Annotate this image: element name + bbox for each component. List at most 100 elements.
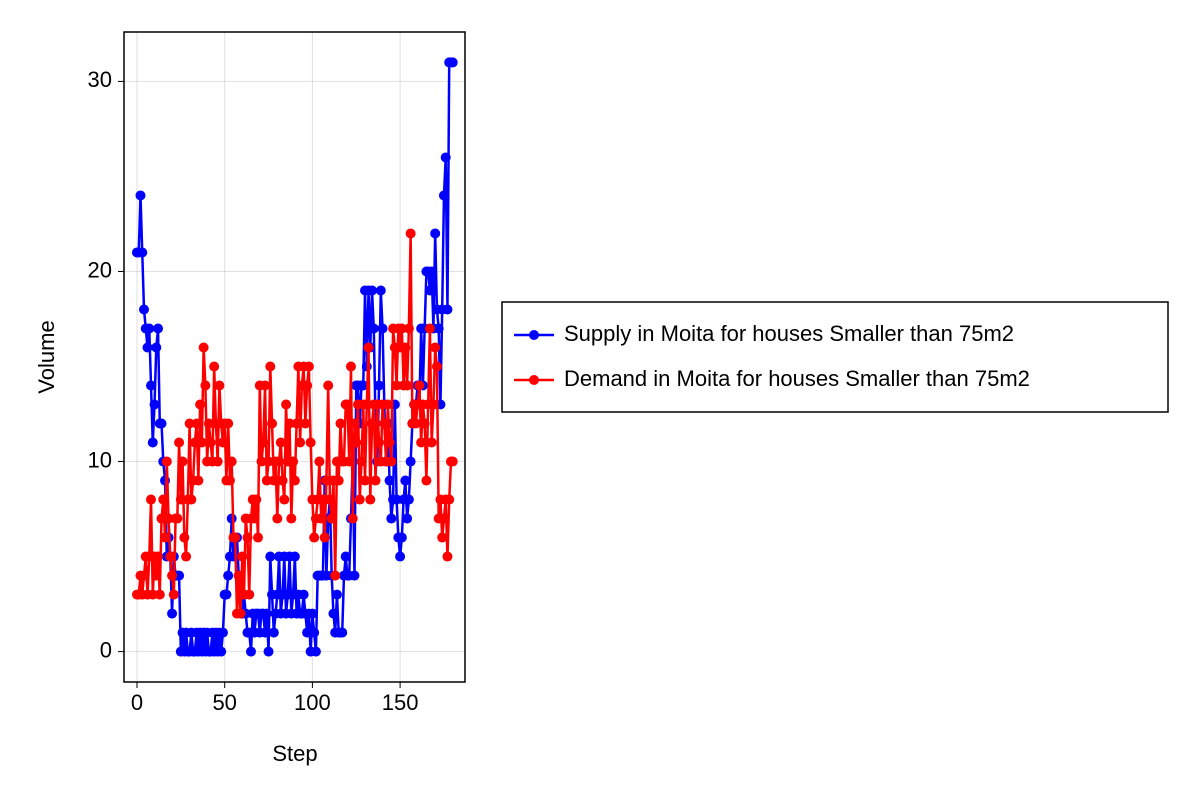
data-point (426, 437, 437, 448)
x-axis-label: Step (272, 741, 317, 766)
data-point (360, 475, 371, 486)
data-point (302, 380, 313, 391)
data-point (275, 437, 286, 448)
data-point (438, 190, 449, 201)
y-tick-label: 20 (88, 257, 112, 282)
data-point (258, 437, 269, 448)
data-point (396, 323, 407, 334)
data-point (330, 570, 341, 581)
data-point (309, 532, 320, 543)
data-point (154, 589, 165, 600)
data-point (403, 323, 414, 334)
data-point (437, 532, 448, 543)
data-point (217, 437, 228, 448)
data-point (147, 437, 158, 448)
data-point (324, 494, 335, 505)
data-point (361, 399, 372, 410)
data-point (426, 266, 437, 277)
data-point (349, 570, 360, 581)
data-point (244, 589, 255, 600)
data-point (363, 342, 374, 353)
data-point (221, 589, 232, 600)
data-point (286, 513, 297, 524)
data-point (172, 513, 183, 524)
data-point (405, 456, 416, 467)
data-point (333, 475, 344, 486)
data-point (268, 475, 279, 486)
data-point (165, 551, 176, 562)
data-point (249, 513, 260, 524)
data-point (135, 190, 146, 201)
data-point (444, 494, 455, 505)
data-point (367, 418, 378, 429)
data-point (146, 380, 157, 391)
data-point (400, 342, 411, 353)
data-point (428, 399, 439, 410)
data-point (289, 551, 300, 562)
data-point (321, 475, 332, 486)
x-tick-label: 0 (131, 690, 143, 715)
data-point (279, 494, 290, 505)
data-point (402, 513, 413, 524)
data-point (440, 152, 451, 163)
legend-marker (529, 375, 539, 385)
data-point (307, 608, 318, 619)
data-point (430, 228, 441, 239)
data-point (233, 570, 244, 581)
data-point (253, 532, 264, 543)
data-point (196, 437, 207, 448)
data-point (186, 494, 197, 505)
data-point (167, 570, 178, 581)
y-tick-label: 10 (88, 447, 112, 472)
data-point (314, 456, 325, 467)
data-point (138, 570, 149, 581)
data-point (195, 399, 206, 410)
data-point (198, 342, 209, 353)
data-point (386, 456, 397, 467)
data-point (268, 627, 279, 638)
data-point (161, 456, 172, 467)
data-point (337, 627, 348, 638)
data-point (323, 380, 334, 391)
data-point (200, 380, 211, 391)
data-point (189, 437, 200, 448)
data-point (260, 627, 271, 638)
data-point (223, 570, 234, 581)
data-point (251, 494, 262, 505)
x-tick-label: 150 (382, 690, 419, 715)
data-point (316, 513, 327, 524)
legend-label: Demand in Moita for houses Smaller than … (564, 366, 1030, 391)
data-point (384, 475, 395, 486)
x-tick-label: 100 (294, 690, 331, 715)
data-point (163, 513, 174, 524)
data-point (158, 494, 169, 505)
data-point (289, 475, 300, 486)
data-point (438, 513, 449, 524)
data-point (326, 513, 337, 524)
data-point (230, 532, 241, 543)
x-tick-label: 50 (212, 690, 236, 715)
data-point (391, 380, 402, 391)
data-point (447, 456, 458, 467)
data-point (174, 437, 185, 448)
data-point (214, 380, 225, 391)
data-point (235, 608, 246, 619)
data-point (216, 646, 227, 657)
data-point (351, 437, 362, 448)
data-point (151, 570, 162, 581)
data-point (447, 57, 458, 68)
data-point (156, 513, 167, 524)
data-point (147, 589, 158, 600)
data-point (328, 608, 339, 619)
data-point (191, 418, 202, 429)
data-point (265, 551, 276, 562)
y-axis-label: Volume (34, 320, 59, 393)
y-tick-label: 0 (100, 637, 112, 662)
data-point (281, 399, 292, 410)
data-point (396, 532, 407, 543)
data-point (403, 494, 414, 505)
legend-marker (529, 330, 539, 340)
data-point (310, 646, 321, 657)
data-point (272, 513, 283, 524)
data-point (317, 494, 328, 505)
